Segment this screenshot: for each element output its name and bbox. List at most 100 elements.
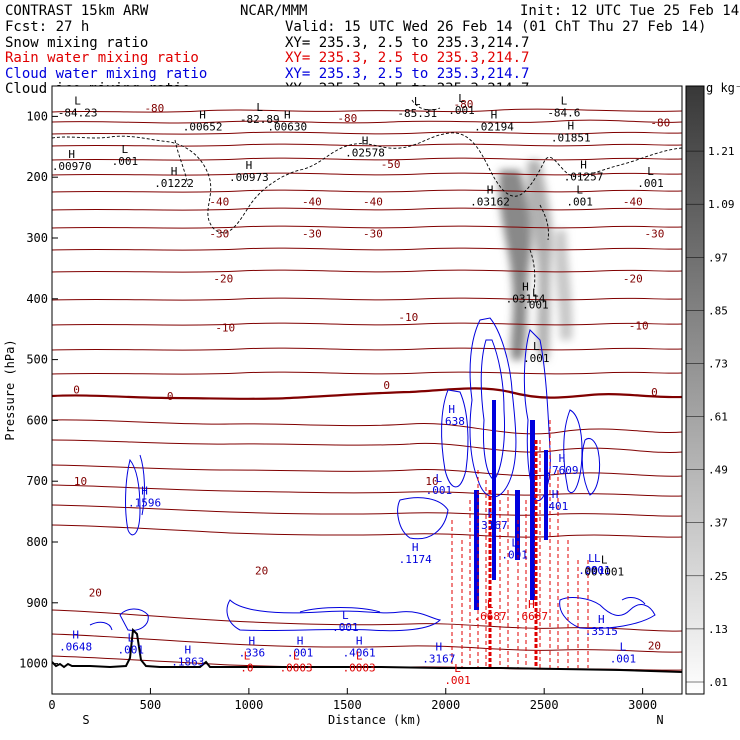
- extremum-value: .001: [584, 564, 611, 577]
- isotherm-line: [52, 419, 682, 435]
- extremum-value: 00.001: [584, 566, 624, 579]
- freezing-level-contour: [52, 387, 682, 400]
- x-tick-label: 500: [140, 698, 162, 712]
- extremum-value: .02578: [345, 147, 385, 160]
- colorbar: [685, 85, 705, 695]
- extremum-value: .3515: [585, 625, 618, 638]
- extremum-marker: L: [487, 598, 494, 611]
- isotherm-label: 10: [74, 475, 87, 488]
- isotherm-line: [52, 524, 682, 538]
- extremum-marker: L: [293, 650, 300, 663]
- isotherm-label: -80: [454, 98, 474, 111]
- extremum-marker: H: [362, 135, 369, 148]
- y-tick-label: 900: [26, 596, 48, 610]
- extremum-marker: H: [559, 452, 566, 465]
- forecast-hour: Fcst: 27 h: [5, 19, 89, 35]
- extremum-marker: L: [342, 609, 349, 622]
- isotherm-line: [52, 322, 682, 326]
- colorbar-level-label: 1.09: [708, 198, 735, 211]
- extremum-value: .00970: [52, 160, 92, 173]
- plot-background: [52, 86, 682, 694]
- axes: 0 500 1000 1500 2000 2500 30001002003004005006…: [19, 109, 657, 712]
- cloud-water-contour: [299, 607, 381, 613]
- colorbar-level-label: .37: [708, 517, 728, 530]
- extremum-value: .7609: [545, 464, 578, 477]
- isotherm-label: 0: [383, 379, 390, 392]
- extremum-value: .0: [240, 662, 253, 675]
- isotherm-line: [52, 609, 682, 632]
- colorbar-level-label: .49: [708, 464, 728, 477]
- extremum-value: .1596: [128, 496, 161, 509]
- extremum-marker: L: [127, 631, 134, 644]
- cloud-water-contour: [441, 389, 469, 488]
- extremum-marker: H: [598, 613, 605, 626]
- cloud-water-core: [515, 490, 520, 560]
- extremum-value: .01257: [564, 170, 604, 183]
- cloud-water-core: [530, 420, 535, 600]
- isotherm-label: 10: [425, 475, 438, 488]
- extremum-marker: H: [491, 109, 498, 122]
- contour-labels: -80 -80 -80 -80 -50 -40 -40 -40 -40 -30 -30 -30 -30 -…: [52, 92, 670, 687]
- extremum-value: .001: [332, 621, 359, 634]
- extremum-marker: H: [356, 634, 363, 647]
- rain-cores: [488, 440, 538, 668]
- plot-frame: [51, 85, 683, 695]
- isotherm-label: -30: [645, 228, 665, 241]
- extremum-marker: L: [588, 552, 595, 565]
- isotherm-label: -30: [302, 228, 322, 241]
- y-tick-label: 300: [26, 231, 48, 245]
- extremum-value: .001: [287, 646, 314, 659]
- isotherm-line: [52, 157, 682, 161]
- extremum-value: .1174: [399, 553, 432, 566]
- isotherm-label: -40: [302, 196, 322, 209]
- extremum-marker: L: [74, 95, 81, 108]
- isotherm-label: 0: [167, 390, 174, 403]
- extremum-marker: L: [256, 101, 263, 114]
- isotherm-line: [52, 247, 682, 251]
- y-tick-label: 800: [26, 535, 48, 549]
- x-tick-label: 2500: [530, 698, 559, 712]
- extremum-value: .001: [637, 177, 664, 190]
- snow-plume-east: [554, 230, 573, 340]
- model-title: CONTRAST 15km ARW: [5, 3, 149, 19]
- isotherm-line: [52, 347, 682, 351]
- terrain-surface: [52, 627, 682, 673]
- extremum-marker: H: [488, 507, 495, 520]
- extremum-marker: L: [533, 340, 540, 353]
- extremum-value: .00652: [183, 121, 223, 134]
- colorbar-level-label: .25: [708, 570, 728, 583]
- extremum-value: .001: [610, 653, 637, 666]
- cloud-water-contour: [559, 597, 656, 629]
- isotherm-label: -10: [398, 311, 418, 324]
- isotherm-line: [52, 172, 682, 176]
- x-tick-label: 3000: [628, 698, 657, 712]
- colorbar-level-label: .01: [708, 676, 728, 689]
- isotherm-label: 20: [255, 565, 268, 578]
- isotherm-line: [52, 131, 682, 135]
- extremum-marker: L: [620, 641, 627, 654]
- extremum-marker: H: [528, 598, 535, 611]
- isotherm-label: -20: [623, 273, 643, 286]
- x-tick-label: 1000: [234, 698, 263, 712]
- colorbar-labels: 1.21 1.09 .97 .85 .73 .61 .49 .37 .25 .13 .01: [686, 145, 735, 689]
- extremum-value: .00630: [267, 121, 307, 134]
- extremum-value: .01851: [551, 131, 591, 144]
- isotherm-label: 0: [73, 383, 80, 396]
- isotherm-line: [52, 371, 682, 375]
- extremum-value: .001: [448, 104, 475, 117]
- extremum-marker: L: [454, 662, 461, 675]
- init-time: Init: 12 UTC Tue 25 Feb 14: [520, 3, 739, 19]
- extremum-marker: H: [487, 183, 494, 196]
- extremum-value: .3167: [474, 519, 507, 532]
- cloud-water-contour: [89, 621, 113, 631]
- extremum-value: .001: [501, 549, 528, 562]
- x-tick-label: 2000: [431, 698, 460, 712]
- isotherm-line: [52, 269, 682, 273]
- y-tick-label: 1000: [19, 657, 48, 671]
- field-name-rain: Rain water mixing ratio: [5, 50, 199, 66]
- x-axis-title: Distance (km): [328, 713, 422, 727]
- snow-plume-main: [499, 170, 532, 360]
- y-tick-label: 700: [26, 474, 48, 488]
- extremum-value: .0003: [280, 662, 313, 675]
